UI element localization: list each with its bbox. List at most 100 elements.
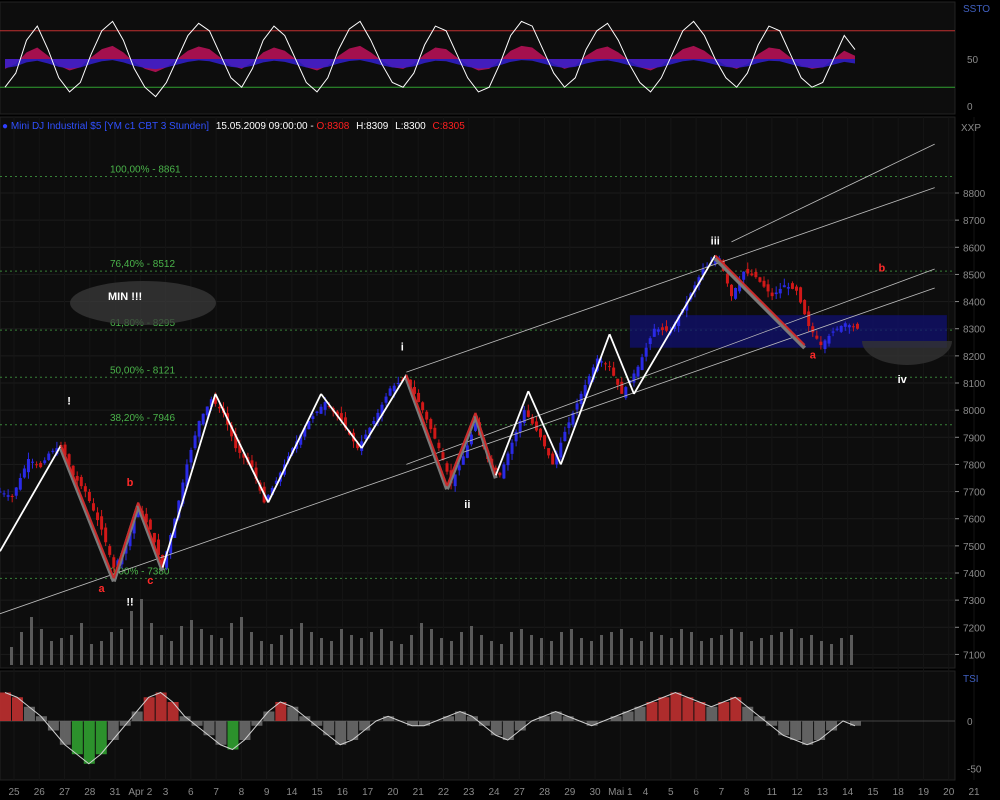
- volume-bar: [810, 635, 813, 665]
- volume-bar: [320, 638, 323, 665]
- candle-body: [725, 273, 729, 284]
- tsi-bar: [107, 721, 119, 740]
- volume-bar: [470, 626, 473, 665]
- candle-body: [319, 406, 323, 414]
- volume-bar: [710, 638, 713, 665]
- volume-bar: [250, 632, 253, 665]
- candle-body: [10, 495, 14, 497]
- candle-body: [551, 453, 555, 465]
- volume-bar: [260, 641, 263, 665]
- tsi-bar: [419, 721, 431, 726]
- ssto-axis-label: 0: [967, 102, 973, 113]
- tsi-bar: [227, 721, 239, 750]
- candle-body: [579, 393, 583, 405]
- tsi-bar: [754, 716, 766, 721]
- volume-bar: [680, 629, 683, 665]
- time-axis-label: 22: [438, 787, 450, 798]
- header-low: L:8300: [395, 121, 426, 132]
- candle-body: [660, 327, 664, 331]
- volume-bar: [670, 638, 673, 665]
- volume-bar: [210, 635, 213, 665]
- candle-body: [591, 367, 595, 380]
- candle-body: [673, 323, 677, 330]
- time-axis-label: 26: [34, 787, 46, 798]
- tsi-bar: [742, 706, 754, 721]
- tsi-bar: [191, 721, 203, 726]
- time-axis-label: 16: [337, 787, 349, 798]
- candle-body: [750, 273, 754, 276]
- candle-body: [530, 416, 534, 424]
- candle-body: [274, 480, 278, 485]
- candle-body: [701, 269, 705, 276]
- candle-body: [128, 533, 132, 547]
- tsi-bar: [59, 721, 71, 745]
- candle-body: [506, 453, 510, 466]
- candle-body: [640, 357, 644, 371]
- candle-body: [786, 287, 790, 289]
- candle-body: [6, 495, 10, 497]
- candle-body: [827, 335, 831, 344]
- candle-body: [835, 328, 839, 330]
- volume-bar: [290, 629, 293, 665]
- candle-body: [604, 363, 608, 365]
- tsi-bar: [550, 711, 562, 721]
- time-axis-label: 29: [564, 787, 576, 798]
- wave-label: !: [67, 396, 71, 408]
- header-sep: -: [310, 121, 317, 132]
- candle-body: [847, 325, 851, 328]
- wave-label: a: [99, 583, 106, 595]
- tsi-bar: [0, 692, 11, 721]
- candle-body: [372, 421, 376, 425]
- volume-bar: [740, 632, 743, 665]
- wave-label: !!: [126, 597, 133, 609]
- time-axis-label: 7: [213, 787, 219, 798]
- candle-body: [303, 427, 307, 437]
- volume-bar: [220, 638, 223, 665]
- candle-body: [327, 405, 331, 407]
- tsi-bar: [646, 702, 658, 721]
- time-axis-label: 17: [362, 787, 374, 798]
- candle-body: [79, 477, 83, 487]
- tsi-bar: [359, 721, 371, 731]
- wave-swing-shadow: [404, 377, 449, 490]
- tsi-bar: [610, 716, 622, 721]
- candle-body: [583, 385, 587, 397]
- header-close: C:8305: [432, 121, 465, 132]
- volume-bar: [230, 623, 233, 665]
- volume-bar: [60, 638, 63, 665]
- candle-body: [571, 412, 575, 425]
- wave-label: a: [810, 350, 817, 362]
- candle-body: [855, 323, 859, 329]
- wave-swing-white: [633, 254, 717, 395]
- candle-body: [766, 284, 770, 292]
- time-axis-label: 20: [943, 787, 955, 798]
- tsi-bar: [850, 721, 861, 726]
- candle-body: [612, 367, 616, 376]
- time-axis-label: 20: [387, 787, 399, 798]
- candle-body: [567, 422, 571, 429]
- time-axis-label: 7: [719, 787, 725, 798]
- tsi-bar: [35, 716, 47, 721]
- candle-body: [522, 410, 526, 423]
- tsi-bar: [478, 721, 490, 726]
- time-axis-label: 30: [589, 787, 601, 798]
- volume-bar: [720, 635, 723, 665]
- iv-annotation-shape: [862, 341, 952, 365]
- volume-bar: [570, 629, 573, 665]
- wave-swing-white: [360, 374, 408, 449]
- candle-body: [43, 460, 47, 464]
- volume-bar: [660, 635, 663, 665]
- time-axis-label: 4: [643, 787, 649, 798]
- candle-body: [697, 277, 701, 285]
- wave-swing-red: [60, 445, 115, 579]
- candle-body: [713, 260, 717, 264]
- tsi-bar: [490, 721, 502, 736]
- candle-body: [136, 507, 140, 518]
- candle-body: [270, 487, 274, 495]
- candle-body: [339, 413, 343, 421]
- candle-body: [364, 434, 368, 439]
- wave-swing-white: [0, 444, 62, 552]
- tsi-bar: [23, 706, 35, 721]
- wave-swing-white: [494, 390, 530, 476]
- candle-body: [14, 487, 18, 496]
